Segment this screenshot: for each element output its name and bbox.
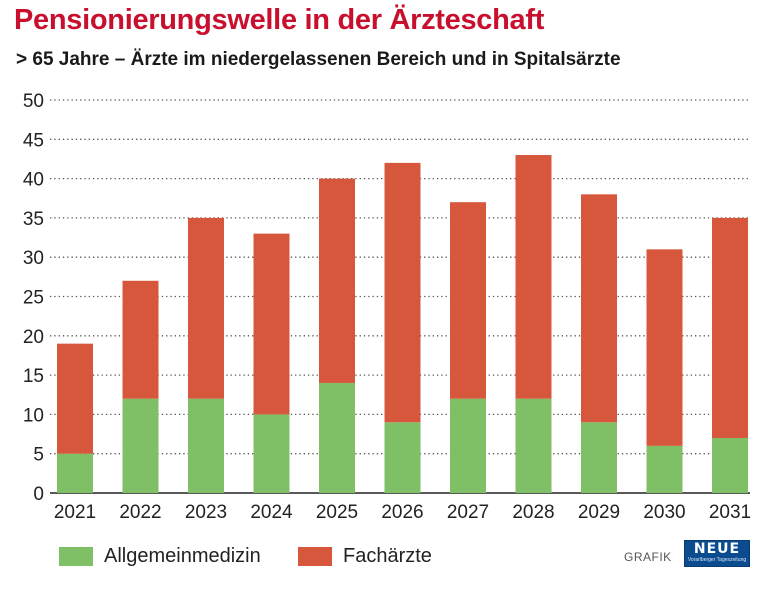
legend-item-fachaerzte: Fachärzte bbox=[298, 545, 432, 568]
bar-fachaerzte-2030 bbox=[646, 249, 683, 446]
bar-fachaerzte-2028 bbox=[515, 155, 552, 399]
bar-allgemeinmedizin-2030 bbox=[646, 445, 683, 493]
bar-allgemeinmedizin-2025 bbox=[319, 382, 355, 493]
bar-allgemeinmedizin-2029 bbox=[581, 422, 617, 493]
x-tick-label: 2024 bbox=[250, 502, 293, 523]
x-tick-label: 2021 bbox=[54, 502, 96, 523]
chart-subtitle: > 65 Jahre – Ärzte im niedergelassenen B… bbox=[16, 49, 621, 70]
y-tick-label: 40 bbox=[23, 170, 44, 191]
bar-allgemeinmedizin-2021 bbox=[57, 453, 93, 493]
x-tick-label: 2026 bbox=[381, 502, 423, 523]
bar-allgemeinmedizin-2022 bbox=[122, 398, 159, 493]
bar-fachaerzte-2031 bbox=[712, 217, 748, 438]
x-tick-label: 2022 bbox=[119, 502, 161, 523]
bar-fachaerzte-2025 bbox=[319, 178, 355, 383]
bar-fachaerzte-2023 bbox=[188, 217, 224, 399]
bar-fachaerzte-2026 bbox=[384, 162, 421, 423]
x-tick-label: 2027 bbox=[447, 502, 489, 523]
y-tick-label: 5 bbox=[33, 445, 44, 466]
x-tick-label: 2023 bbox=[185, 502, 227, 523]
y-tick-label: 20 bbox=[23, 327, 44, 348]
y-tick-label: 50 bbox=[23, 91, 44, 112]
bars bbox=[57, 155, 748, 493]
bar-allgemeinmedizin-2024 bbox=[253, 414, 290, 493]
legend-label-allgemeinmedizin: Allgemeinmedizin bbox=[104, 545, 261, 567]
x-tick-label: 2028 bbox=[512, 502, 554, 523]
legend-item-allgemeinmedizin: Allgemeinmedizin bbox=[59, 545, 261, 568]
graphic-credit: GRAFIK bbox=[624, 550, 672, 564]
bar-fachaerzte-2027 bbox=[450, 202, 486, 399]
y-tick-label: 10 bbox=[23, 405, 44, 426]
chart-title: Pensionierungswelle in der Ärzteschaft bbox=[14, 4, 545, 36]
y-tick-label: 35 bbox=[23, 209, 44, 230]
neue-logo: NEUE Vorarlberger Tageszeitung bbox=[684, 540, 750, 567]
bar-allgemeinmedizin-2023 bbox=[188, 398, 224, 493]
y-tick-label: 45 bbox=[23, 130, 44, 151]
legend-swatch-fachaerzte bbox=[298, 547, 332, 566]
bar-fachaerzte-2029 bbox=[581, 194, 617, 423]
bar-fachaerzte-2022 bbox=[122, 280, 159, 399]
y-tick-label: 0 bbox=[33, 484, 44, 505]
bar-allgemeinmedizin-2026 bbox=[384, 422, 421, 493]
legend-swatch-allgemeinmedizin bbox=[59, 547, 93, 566]
bar-allgemeinmedizin-2031 bbox=[712, 437, 748, 493]
bar-fachaerzte-2021 bbox=[57, 343, 93, 454]
bar-allgemeinmedizin-2028 bbox=[515, 398, 552, 493]
bar-allgemeinmedizin-2027 bbox=[450, 398, 486, 493]
y-tick-label: 15 bbox=[23, 366, 44, 387]
x-tick-label: 2031 bbox=[709, 502, 751, 523]
bar-fachaerzte-2024 bbox=[253, 233, 290, 415]
x-tick-label: 2030 bbox=[643, 502, 685, 523]
x-tick-label: 2025 bbox=[316, 502, 358, 523]
y-tick-label: 30 bbox=[23, 248, 44, 269]
y-tick-label: 25 bbox=[23, 288, 44, 309]
logo-text: NEUE bbox=[693, 541, 741, 557]
logo-subtext: Vorarlberger Tageszeitung bbox=[687, 557, 747, 563]
legend-label-fachaerzte: Fachärzte bbox=[343, 545, 432, 567]
x-tick-label: 2029 bbox=[578, 502, 620, 523]
